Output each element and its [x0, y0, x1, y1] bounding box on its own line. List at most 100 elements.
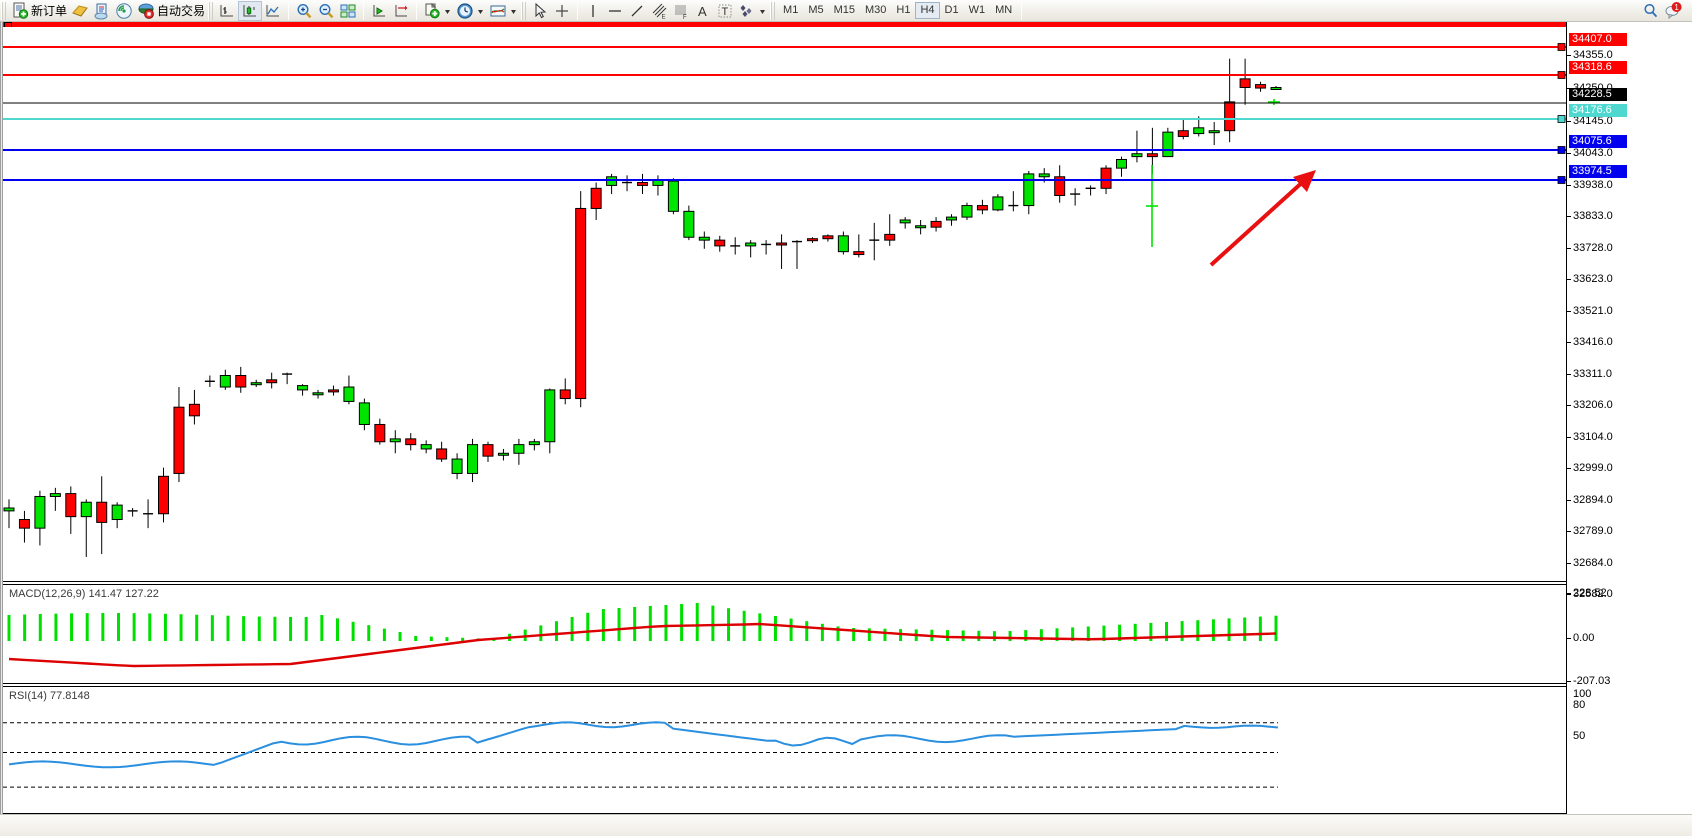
chart-shift-button[interactable] — [390, 1, 412, 21]
timeframe-h1[interactable]: H1 — [896, 4, 911, 16]
timeframe-m5[interactable]: M5 — [808, 4, 824, 16]
toolbar-grip-2[interactable] — [208, 1, 215, 20]
toolbar-grip[interactable] — [1, 1, 7, 20]
level-handle-level-cyan[interactable] — [1557, 115, 1566, 123]
candle — [343, 375, 355, 405]
vertical-line-button[interactable] — [582, 1, 604, 21]
price-level-label[interactable]: 34075.6 — [1569, 135, 1627, 148]
shapes-button[interactable] — [736, 1, 769, 21]
svg-text:T: T — [722, 6, 729, 18]
chart-canvas-area[interactable]: DJ30-,H4 34228.5 34228.5 34228.5 34228.5… — [0, 22, 1692, 836]
timeframe-m1[interactable]: M1 — [783, 4, 799, 16]
timeframe-m15[interactable]: M15 — [833, 4, 855, 16]
timeframe-m30[interactable]: M30 — [865, 4, 887, 16]
line-chart-button[interactable] — [262, 1, 284, 21]
price-pane[interactable] — [3, 27, 1566, 580]
level-line-level-cyan[interactable] — [3, 118, 1566, 120]
cursor-button[interactable] — [529, 1, 551, 21]
candle — [1054, 165, 1066, 203]
fibonacci-retracement-button[interactable]: F — [670, 1, 692, 21]
zoom-out-button[interactable] — [315, 1, 337, 21]
text-button[interactable]: A — [692, 1, 714, 21]
candle — [745, 240, 757, 258]
expert-advisors-button[interactable] — [69, 1, 91, 21]
level-line-current-price-black[interactable] — [3, 102, 1566, 104]
macd-histogram-bar — [101, 613, 105, 641]
level-handle-resistance-red-top[interactable] — [1557, 43, 1566, 51]
price-tick-label: 32894.0 — [1573, 494, 1613, 506]
tile-windows-button[interactable] — [337, 1, 359, 21]
candle — [204, 375, 215, 388]
price-tick-label: 34145.0 — [1573, 115, 1613, 127]
candle — [606, 173, 618, 195]
bar-chart-icon — [218, 2, 236, 20]
crosshair-button[interactable] — [551, 1, 573, 21]
macd-histogram-bar — [1086, 626, 1090, 641]
zoom-in-button[interactable] — [293, 1, 315, 21]
macd-histogram-bar — [695, 603, 699, 641]
candle — [946, 214, 958, 226]
candle — [420, 440, 432, 454]
macd-histogram-bar — [1243, 617, 1247, 641]
candle — [528, 438, 540, 451]
add-indicator-button[interactable] — [421, 1, 454, 21]
price-level-label[interactable]: 34176.6 — [1569, 104, 1627, 117]
candle — [1270, 86, 1282, 90]
price-scale[interactable]: 34355.034250.034145.034043.033938.033833… — [1566, 22, 1692, 836]
macd-histogram-bar — [742, 610, 746, 641]
templates-button[interactable] — [487, 1, 520, 21]
macd-histogram-bar — [1118, 624, 1122, 641]
period-button[interactable] — [454, 1, 487, 21]
timeframe-h4[interactable]: H4 — [915, 2, 940, 19]
level-handle-resistance-red[interactable] — [1557, 71, 1566, 79]
timeframe-w1[interactable]: W1 — [968, 4, 986, 16]
horizontal-line-button[interactable] — [604, 1, 626, 21]
new-order-label: 新订单 — [31, 3, 68, 18]
macd-histogram-bar — [554, 621, 558, 641]
chevron-down-icon-4[interactable] — [758, 2, 767, 20]
candle — [65, 486, 77, 534]
data-window-button[interactable] — [91, 1, 113, 21]
autotrading-button[interactable]: 自动交易 — [135, 1, 207, 21]
rsi-pane-bottom-border — [3, 813, 1569, 814]
price-level-label[interactable]: 33974.5 — [1569, 165, 1627, 178]
toolbar-grip-4[interactable] — [770, 1, 777, 20]
chevron-down-icon-3[interactable] — [509, 2, 518, 20]
navigator-button[interactable] — [113, 1, 135, 21]
candle — [143, 499, 154, 529]
candle — [467, 438, 479, 483]
macd-pane[interactable]: MACD(12,26,9) 141.47 127.22 — [3, 585, 1566, 683]
macd-histogram-bar — [773, 616, 777, 641]
new-order-button[interactable]: 新订单 — [9, 1, 69, 21]
text-label-button[interactable]: T — [714, 1, 736, 21]
level-line-resistance-red-top[interactable] — [3, 46, 1566, 48]
bar-chart-button[interactable] — [216, 1, 238, 21]
candle — [266, 372, 278, 389]
price-level-label[interactable]: 34407.0 — [1569, 33, 1627, 46]
level-line-support-blue-upper[interactable] — [3, 149, 1566, 151]
candlestick-chart-button[interactable] — [238, 0, 263, 21]
toolbar-grip-3[interactable] — [521, 1, 528, 20]
auto-scroll-button[interactable] — [368, 1, 390, 21]
equidistant-channel-button[interactable]: E — [648, 1, 670, 21]
search-button[interactable] — [1640, 1, 1662, 21]
macd-histogram-bar — [1055, 628, 1059, 641]
trendline-button[interactable] — [626, 1, 648, 21]
chevron-down-icon[interactable] — [443, 2, 452, 20]
macd-histogram-bar — [1165, 622, 1169, 641]
macd-histogram-bar — [1133, 623, 1137, 641]
level-handle-support-blue-upper[interactable] — [1557, 146, 1566, 154]
level-line-resistance-red[interactable] — [3, 74, 1566, 76]
price-level-label[interactable]: 34318.6 — [1569, 61, 1627, 74]
macd-histogram-bar — [320, 615, 324, 641]
rsi-pane[interactable]: RSI(14) 77.8148 — [3, 687, 1566, 814]
chevron-down-icon-2[interactable] — [476, 2, 485, 20]
timeframe-d1[interactable]: D1 — [944, 4, 959, 16]
timeframe-mn[interactable]: MN — [995, 4, 1013, 16]
price-tick-label: 34355.0 — [1573, 49, 1613, 61]
alert-button[interactable]: 1 — [1662, 1, 1684, 21]
level-handle-support-blue-lower[interactable] — [1557, 176, 1566, 184]
price-level-label[interactable]: 34228.5 — [1569, 88, 1627, 101]
level-line-support-blue-lower[interactable] — [3, 179, 1566, 181]
price-tick-label: 33833.0 — [1573, 210, 1613, 222]
